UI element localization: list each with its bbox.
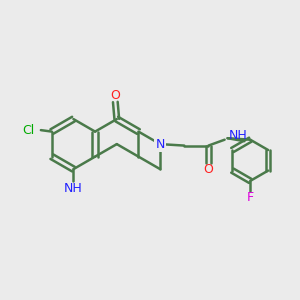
Text: O: O [110, 89, 120, 102]
Text: N: N [155, 138, 165, 151]
Text: NH: NH [229, 129, 248, 142]
Text: O: O [203, 163, 213, 176]
Text: NH: NH [64, 182, 83, 195]
Text: Cl: Cl [22, 124, 34, 136]
Text: F: F [247, 190, 254, 204]
